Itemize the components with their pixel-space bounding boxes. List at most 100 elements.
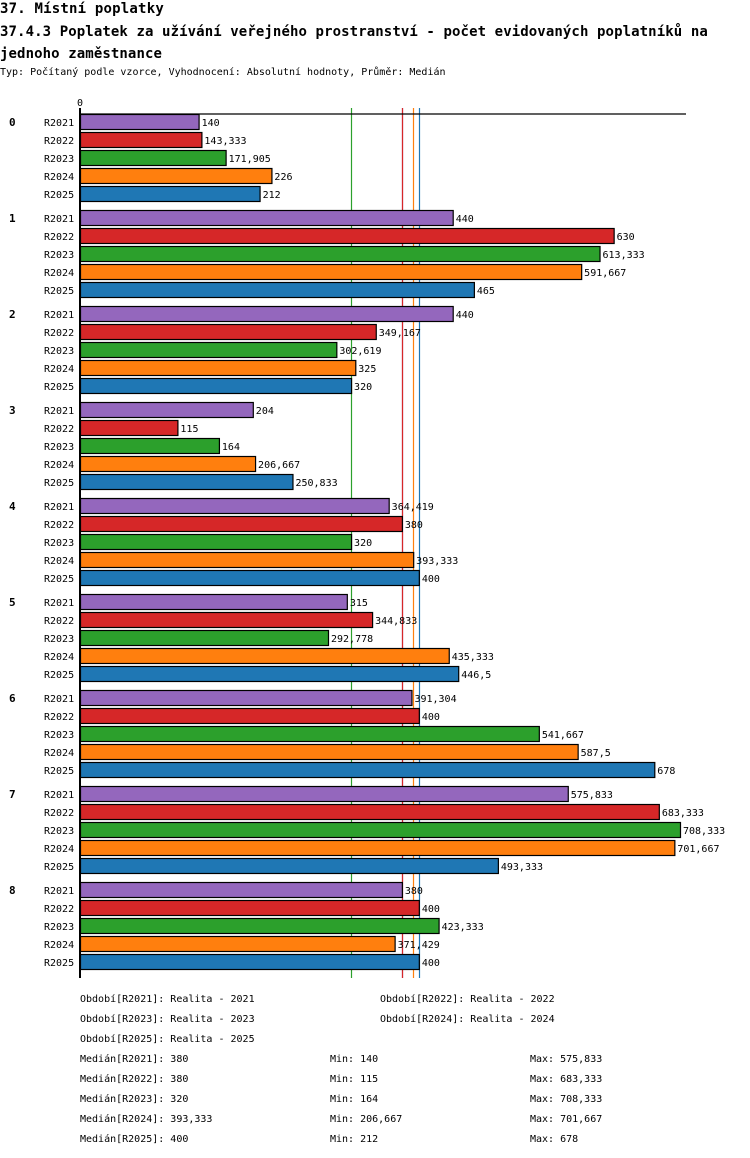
bar-r2024 bbox=[79, 359, 357, 377]
bar-r2022 bbox=[79, 707, 420, 725]
value-label: 630 bbox=[617, 232, 635, 243]
chart-title: 37.4.3 Poplatek za užívání veřejného pro… bbox=[0, 24, 708, 62]
series-label: R2025 bbox=[44, 478, 74, 489]
bar-r2024 bbox=[79, 647, 450, 665]
legend-min-r2023: Min: 164 bbox=[330, 1094, 379, 1105]
value-label: 325 bbox=[358, 364, 376, 375]
bar-r2021 bbox=[79, 785, 569, 803]
legend-max-r2021: Max: 575,833 bbox=[530, 1054, 603, 1065]
bar-r2024 bbox=[79, 839, 676, 857]
series-label: R2025 bbox=[44, 190, 74, 201]
series-label: R2025 bbox=[44, 766, 74, 777]
bar-r2021 bbox=[79, 881, 403, 899]
value-label: 226 bbox=[274, 172, 292, 183]
legend-period-r2023: Období[R2023]: Realita - 2023 bbox=[80, 1014, 255, 1025]
value-label: 575,833 bbox=[571, 790, 613, 801]
series-label: R2022 bbox=[44, 904, 74, 915]
series-label: R2024 bbox=[44, 940, 74, 951]
bar-r2025 bbox=[79, 761, 656, 779]
legend-period-r2022: Období[R2022]: Realita - 2022 bbox=[380, 994, 555, 1005]
series-label: R2021 bbox=[44, 886, 74, 897]
category-label: 2 bbox=[9, 308, 16, 321]
legend-period-r2021: Období[R2021]: Realita - 2021 bbox=[80, 994, 255, 1005]
series-label: R2024 bbox=[44, 748, 74, 759]
value-label: 440 bbox=[456, 214, 474, 225]
legend-min-r2021: Min: 140 bbox=[330, 1054, 379, 1065]
series-label: R2025 bbox=[44, 382, 74, 393]
value-label: 465 bbox=[477, 286, 495, 297]
bar-r2022 bbox=[79, 419, 179, 437]
series-label: R2024 bbox=[44, 268, 74, 279]
value-label: 206,667 bbox=[258, 460, 300, 471]
series-label: R2022 bbox=[44, 616, 74, 627]
bar-r2021 bbox=[79, 305, 454, 323]
value-label: 400 bbox=[422, 574, 440, 585]
series-label: R2025 bbox=[44, 958, 74, 969]
bar-r2023 bbox=[79, 341, 338, 359]
bar-r2022 bbox=[79, 131, 203, 149]
value-label: 143,333 bbox=[204, 136, 246, 147]
category-label: 8 bbox=[9, 884, 16, 897]
value-label: 400 bbox=[422, 958, 440, 969]
bar-r2023 bbox=[79, 533, 353, 551]
value-label: 292,778 bbox=[331, 634, 373, 645]
value-label: 446,5 bbox=[461, 670, 491, 681]
category-label: 6 bbox=[9, 692, 16, 705]
value-label: 435,333 bbox=[452, 652, 494, 663]
series-label: R2022 bbox=[44, 328, 74, 339]
bar-r2021 bbox=[79, 689, 413, 707]
chart-subtitle: Typ: Počítaný podle vzorce, Vyhodnocení:… bbox=[0, 67, 446, 78]
value-label: 400 bbox=[422, 904, 440, 915]
bar-r2022 bbox=[79, 323, 377, 341]
value-label: 164 bbox=[222, 442, 240, 453]
bar-r2023 bbox=[79, 917, 440, 935]
series-label: R2024 bbox=[44, 364, 74, 375]
series-label: R2023 bbox=[44, 826, 74, 837]
value-label: 541,667 bbox=[542, 730, 584, 741]
legend-max-r2022: Max: 683,333 bbox=[530, 1074, 603, 1085]
category-label: 4 bbox=[9, 500, 16, 513]
series-label: R2025 bbox=[44, 670, 74, 681]
bar-r2021 bbox=[79, 113, 200, 131]
value-label: 678 bbox=[657, 766, 675, 777]
bar-r2021 bbox=[79, 593, 348, 611]
series-label: R2023 bbox=[44, 922, 74, 933]
value-label: 391,304 bbox=[414, 694, 456, 705]
value-label: 212 bbox=[263, 190, 281, 201]
series-label: R2021 bbox=[44, 598, 74, 609]
value-label: 320 bbox=[354, 382, 372, 393]
legend-max-r2023: Max: 708,333 bbox=[530, 1094, 603, 1105]
bar-r2022 bbox=[79, 515, 403, 533]
series-label: R2025 bbox=[44, 286, 74, 297]
series-label: R2023 bbox=[44, 538, 74, 549]
bar-r2024 bbox=[79, 935, 396, 953]
bars bbox=[79, 113, 682, 971]
series-label: R2025 bbox=[44, 574, 74, 585]
series-label: R2021 bbox=[44, 790, 74, 801]
bar-r2021 bbox=[79, 209, 454, 227]
bar-r2025 bbox=[79, 185, 261, 203]
bar-r2024 bbox=[79, 167, 273, 185]
value-label: 701,667 bbox=[677, 844, 719, 855]
series-label: R2023 bbox=[44, 154, 74, 165]
section-title: 37. Místní poplatky bbox=[0, 1, 164, 17]
legend-period-r2024: Období[R2024]: Realita - 2024 bbox=[380, 1014, 555, 1025]
value-label: 171,905 bbox=[229, 154, 271, 165]
bar-r2024 bbox=[79, 455, 257, 473]
x-tick-label-0: 0 bbox=[77, 98, 83, 109]
bar-r2025 bbox=[79, 569, 420, 587]
bar-r2024 bbox=[79, 263, 583, 281]
series-label: R2022 bbox=[44, 424, 74, 435]
legend-median-r2024: Medián[R2024]: 393,333 bbox=[80, 1114, 213, 1125]
category-label: 1 bbox=[9, 212, 16, 225]
value-label: 349,167 bbox=[379, 328, 421, 339]
value-label: 140 bbox=[202, 118, 220, 129]
value-label: 587,5 bbox=[581, 748, 611, 759]
value-label: 380 bbox=[405, 886, 423, 897]
legend-median-r2023: Medián[R2023]: 320 bbox=[80, 1094, 189, 1105]
series-label: R2022 bbox=[44, 136, 74, 147]
bar-r2025 bbox=[79, 281, 475, 299]
bar-r2021 bbox=[79, 401, 254, 419]
value-label: 364,419 bbox=[392, 502, 434, 513]
